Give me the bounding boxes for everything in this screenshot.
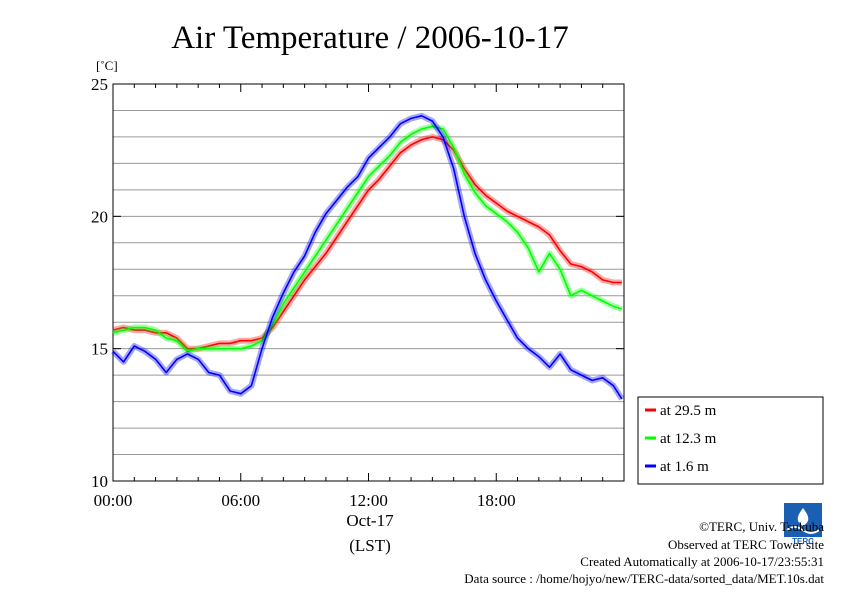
water-drop-icon (797, 508, 809, 526)
logo-text: TERC (792, 537, 814, 546)
series-lines (110, 112, 625, 401)
y-tick-label: 15 (91, 340, 108, 359)
terc-logo: TERC (784, 503, 822, 546)
data-source-text: Data source : /home/hojyo/new/TERC-data/… (464, 571, 824, 586)
chart-title: Air Temperature / 2006-10-17 (171, 20, 569, 56)
y-tick-label: 25 (91, 75, 108, 94)
axis-ticks: 00:00 06:00 12:00 18:00 10 15 20 25 (91, 75, 624, 510)
y-tick-label: 20 (91, 207, 108, 226)
legend-label: at 1.6 m (660, 459, 709, 475)
series-line-1 (112, 125, 623, 353)
legend-label: at 12.3 m (660, 431, 717, 447)
gridlines (113, 109, 624, 456)
x-tick-label: 12:00 (349, 491, 388, 510)
x-axis-timezone-label: (LST) (349, 536, 391, 555)
site-text: Observed at TERC Tower site (668, 537, 824, 552)
x-tick-label: 06:00 (221, 491, 260, 510)
wave-icon (786, 526, 820, 534)
plot-frame (112, 83, 625, 482)
x-tick-label: 00:00 (94, 491, 133, 510)
x-tick-label: 18:00 (477, 491, 516, 510)
legend: at 29.5 m at 12.3 m at 1.6 m (637, 396, 824, 485)
legend-box (637, 396, 824, 485)
created-text: Created Automatically at 2006-10-17/23:5… (580, 554, 824, 569)
x-axis-date-label: Oct-17 (346, 511, 394, 530)
y-axis-unit-label: [˚C] (96, 58, 118, 73)
legend-label: at 29.5 m (660, 403, 717, 419)
y-tick-label: 10 (91, 472, 108, 491)
series-line-2 (112, 115, 623, 400)
copyright-text: ©TERC, Univ. Tsukuba (699, 519, 824, 534)
